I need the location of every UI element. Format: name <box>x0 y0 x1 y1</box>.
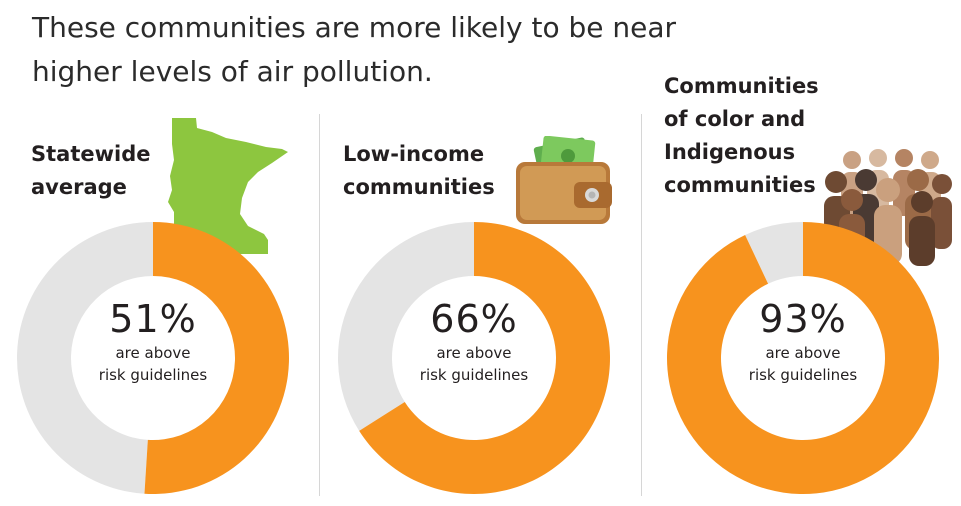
low-income-donut: 66% are above risk guidelines <box>334 218 614 498</box>
low-income-label: Low-income communities <box>343 138 495 204</box>
communities-of-color-caption-1: are above <box>765 344 841 362</box>
slice-above-risk <box>359 222 610 495</box>
statewide-label-line-1: Statewide <box>31 142 151 166</box>
low-income-label-line-2: communities <box>343 175 495 199</box>
low-income-caption-2: risk guidelines <box>419 366 529 384</box>
divider-2 <box>641 114 642 496</box>
low-income-caption-1: are above <box>436 344 512 362</box>
slice-below-risk <box>745 222 803 284</box>
communities-of-color-label-line-4: communities <box>664 173 816 197</box>
statewide-donut: 51% are above risk guidelines <box>13 218 293 498</box>
communities-of-color-caption-2: risk guidelines <box>748 366 858 384</box>
communities-of-color-label-line-1: Communities <box>664 74 819 98</box>
communities-of-color-label-line-3: Indigenous <box>664 140 796 164</box>
page-headline: These communities are more likely to be … <box>32 6 732 94</box>
headline-line-2: higher levels of air pollution. <box>32 55 433 88</box>
statewide-label-line-2: average <box>31 175 127 199</box>
statewide-value-label: 51% <box>109 297 197 341</box>
low-income-label-line-1: Low-income <box>343 142 485 166</box>
slice-above-risk <box>667 222 939 494</box>
headline-line-1: These communities are more likely to be … <box>32 11 677 44</box>
statewide-label: Statewide average <box>31 138 151 204</box>
minnesota-map-icon <box>168 118 288 254</box>
statewide-caption-1: are above <box>115 344 191 362</box>
slice-below-risk <box>17 222 154 494</box>
slice-above-risk <box>144 222 290 494</box>
people-group-icon <box>824 149 952 266</box>
communities-of-color-value-label: 93% <box>759 297 847 341</box>
divider-1 <box>319 114 320 496</box>
communities-of-color-label-line-2: of color and <box>664 107 806 131</box>
low-income-value-label: 66% <box>430 297 518 341</box>
communities-of-color-label: Communities of color and Indigenous comm… <box>664 70 819 202</box>
statewide-caption-2: risk guidelines <box>98 366 208 384</box>
wallet-icon <box>516 136 612 224</box>
slice-below-risk <box>338 222 474 431</box>
communities-of-color-donut: 93% are above risk guidelines <box>663 218 943 498</box>
